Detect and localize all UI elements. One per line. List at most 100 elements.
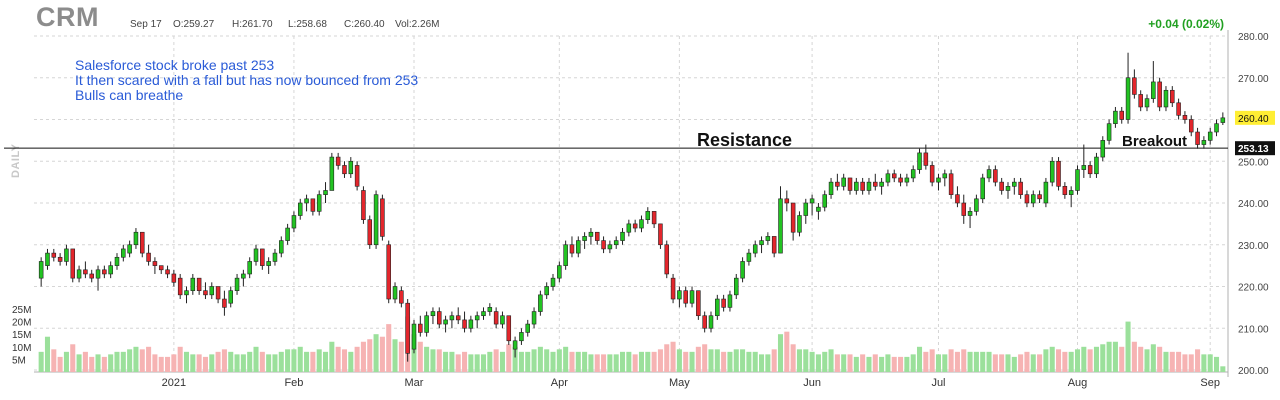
candle-down [664,244,670,275]
last-price-label: 260.40 [1238,114,1269,125]
candle-up [550,277,556,287]
candle-down [993,169,998,183]
volume-bar [860,354,866,372]
candle-down [57,256,63,262]
candle-down [929,165,935,183]
volume-bar [146,346,152,372]
candle-down [437,311,442,325]
volume-bar [95,354,101,372]
candle-up [986,169,992,179]
candle-up [588,231,594,237]
candle-up [348,160,354,175]
volume-bar [209,354,215,372]
candle-up [797,215,802,233]
volume-bar [341,349,348,372]
candle-down [948,173,954,195]
candle-up [241,273,246,279]
candle-up [639,219,644,229]
volume-bar [980,351,986,372]
volume-bar [689,351,695,372]
volume-bar [765,354,771,372]
candle-up [297,202,303,216]
candle-up [1031,194,1036,204]
volume-bar [853,356,859,372]
candle-up [816,206,821,212]
volume-bar [1043,349,1049,372]
candle-up [708,315,714,329]
volume-bar [310,351,316,372]
y-tick-label: 210.00 [1238,324,1269,335]
candle-down [354,165,360,187]
candle-down [171,273,177,283]
candle-down [594,231,600,241]
candle-up [544,286,549,296]
volume-bar [841,354,847,372]
volume-bar [999,354,1005,372]
candle-up [133,231,139,246]
open-value: O:259.27 [173,19,215,30]
volume-bar [1018,354,1024,372]
candle-up [1049,160,1055,183]
volume-bar [759,354,765,372]
candle-up [620,231,625,241]
candle-down [70,248,76,279]
volume-bar [304,351,310,372]
volume-bar [183,351,190,372]
volume-bar [430,349,436,372]
candle-down [771,236,777,254]
annotation-text: Salesforce stock broke past 253 It then … [75,58,418,103]
candle-up [449,315,455,321]
volume-bar [360,341,366,372]
breakout-label: Breakout [1122,133,1187,150]
volume-bar [202,356,208,372]
candle-up [304,198,309,204]
candle-down [1056,160,1061,187]
candle-down [1037,194,1042,200]
volume-bar [790,344,796,372]
volume-bar [1074,349,1081,372]
volume-bar [1213,356,1220,372]
candle-down [847,177,853,191]
volume-bar [82,351,88,372]
candle-up [917,152,922,170]
volume-bar [417,341,423,372]
candle-up [531,311,537,325]
volume-bar [954,351,960,372]
candle-down [1018,181,1023,195]
x-tick-label: Aug [1068,377,1088,389]
volume-bar [619,351,626,372]
volume-bar [1125,321,1131,372]
close-value: C:260.40 [344,19,385,30]
volume-bar [1011,356,1017,372]
high-value: H:261.70 [232,19,273,30]
candle-down [1062,186,1068,195]
volume-tick-label: 25M [12,305,31,316]
candle-down [158,265,164,271]
candle-down [165,269,170,275]
candle-up [967,211,973,216]
candle-up [95,269,101,279]
volume-bar [1207,354,1213,372]
candle-down [89,273,94,279]
candle-up [474,315,480,321]
candle-up [803,202,809,216]
candle-up [765,236,771,241]
volume-bar [259,351,265,372]
volume-bar [297,346,303,372]
candle-down [146,252,151,262]
volume-bar [626,351,632,372]
volume-bar [569,351,575,372]
candle-up [715,298,720,317]
candle-up [778,198,783,254]
volume-bar [462,351,468,372]
candle-up [1163,89,1169,108]
volume-bar [822,351,828,372]
volume-bar [784,331,790,372]
candle-up [266,261,271,266]
volume-bar [727,351,733,372]
volume-bar [556,349,562,372]
volume-bar [468,354,474,372]
candle-down [860,181,865,191]
candle-down [203,290,208,296]
